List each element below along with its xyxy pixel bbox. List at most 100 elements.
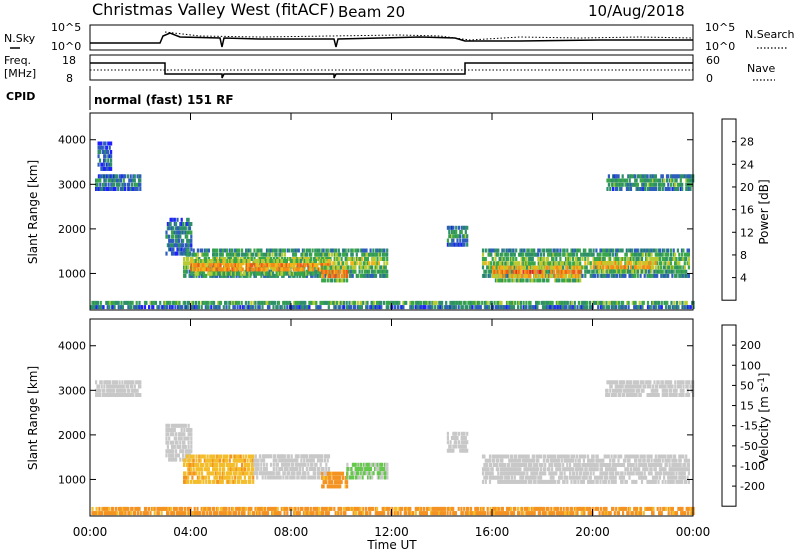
power-data-cell: [666, 300, 669, 305]
vel-data-cell: [466, 448, 469, 453]
power-data-cell: [686, 261, 689, 266]
vel-data-cell: [209, 479, 212, 484]
power-data-cell: [645, 257, 648, 261]
power-data-cell: [643, 269, 646, 274]
power-data-cell: [254, 273, 257, 278]
power-data-cell: [305, 271, 308, 276]
power-data-cell: [517, 305, 520, 310]
power-data-cell: [229, 248, 233, 253]
power-data-cell: [690, 178, 693, 183]
power-data-cell: [107, 182, 110, 187]
power-data-cell: [461, 305, 464, 310]
vel-data-cell: [333, 475, 336, 480]
vel-data-cell: [128, 393, 131, 397]
power-data-cell: [515, 261, 518, 266]
vel-data-cell: [172, 453, 175, 458]
power-data-cell: [386, 252, 389, 257]
power-data-cell: [185, 269, 188, 274]
vel-data-cell: [566, 458, 569, 463]
vel-data-cell: [104, 380, 107, 385]
vel-data-cell: [322, 484, 325, 489]
power-data-cell: [283, 252, 286, 257]
vel-data-cell: [552, 471, 555, 476]
power-data-cell: [191, 252, 194, 257]
power-data-cell: [248, 305, 252, 310]
power-data-cell: [103, 182, 106, 187]
power-data-cell: [272, 273, 275, 278]
power-data-cell: [103, 158, 106, 163]
vel-data-cell: [621, 471, 624, 476]
power-data-cell: [665, 178, 669, 183]
power-data-cell: [607, 261, 610, 265]
power-data-cell: [297, 300, 300, 305]
vel-data-cell: [511, 479, 514, 484]
vel-data-cell: [325, 471, 328, 476]
power-data-cell: [211, 259, 214, 263]
vel-data-cell: [511, 475, 514, 480]
power-data-cell: [490, 261, 493, 266]
power-data-cell: [510, 261, 513, 266]
power-data-cell: [290, 259, 293, 263]
vel-data-cell: [280, 467, 284, 471]
power-data-cell: [383, 273, 386, 278]
power-data-cell: [627, 265, 630, 270]
power-data-cell: [587, 252, 590, 257]
vel-data-cell: [304, 475, 307, 480]
vel-data-cell: [261, 454, 264, 459]
power-data-cell: [268, 300, 271, 305]
power-data-cell: [657, 178, 660, 183]
vel-data-cell: [508, 475, 511, 480]
vel-data-cell: [661, 454, 664, 459]
vel-data-cell: [183, 475, 186, 480]
power-data-cell: [257, 248, 260, 253]
power-data-cell: [250, 305, 253, 310]
power-data-cell: [311, 300, 314, 305]
vel-data-cell: [614, 463, 617, 467]
vel-data-cell: [106, 388, 109, 393]
vel-data-cell: [263, 454, 266, 459]
vel-data-cell: [668, 463, 671, 467]
power-data-cell: [248, 263, 251, 268]
power-data-cell: [354, 261, 357, 266]
power-data-cell: [178, 300, 181, 305]
power-data-cell: [249, 252, 252, 257]
power-data-cell: [237, 300, 241, 305]
power-data-cell: [222, 305, 225, 310]
power-data-cell: [420, 305, 423, 310]
vel-data-cell: [293, 458, 296, 463]
power-data-cell: [606, 248, 609, 253]
power-data-cell: [584, 300, 587, 305]
power-data-cell: [104, 150, 107, 154]
power-data-cell: [464, 305, 467, 310]
power-data-cell: [378, 300, 381, 305]
power-data-cell: [110, 162, 113, 167]
vel-data-cell: [176, 444, 179, 449]
power-data-cell: [640, 248, 644, 253]
vel-data-cell: [249, 475, 252, 480]
power-data-cell: [552, 265, 555, 270]
vel-data-cell: [611, 458, 614, 463]
vel-data-cell: [318, 467, 321, 471]
vel-data-cell: [573, 463, 576, 467]
power-data-cell: [205, 252, 208, 257]
vel-data-cell: [214, 471, 217, 476]
power-data-cell: [377, 248, 380, 253]
nsearch-label: N.Search: [745, 28, 795, 41]
power-data-cell: [223, 263, 226, 268]
vel-data-cell: [598, 475, 601, 480]
power-data-cell: [464, 238, 467, 243]
vel-data-cell: [538, 479, 541, 484]
vel-data-cell: [609, 458, 612, 463]
power-data-cell: [110, 300, 113, 305]
vel-data-cell: [624, 479, 627, 484]
power-data-cell: [383, 252, 386, 257]
power-data-cell: [495, 265, 498, 270]
vel-data-cell: [559, 454, 562, 459]
power-data-cell: [270, 265, 273, 270]
power-data-cell: [330, 274, 333, 279]
power-data-cell: [187, 230, 190, 235]
power-data-cell: [341, 252, 345, 257]
power-data-cell: [341, 269, 345, 274]
power-data-cell: [198, 271, 201, 276]
power-data-cell: [176, 247, 179, 252]
